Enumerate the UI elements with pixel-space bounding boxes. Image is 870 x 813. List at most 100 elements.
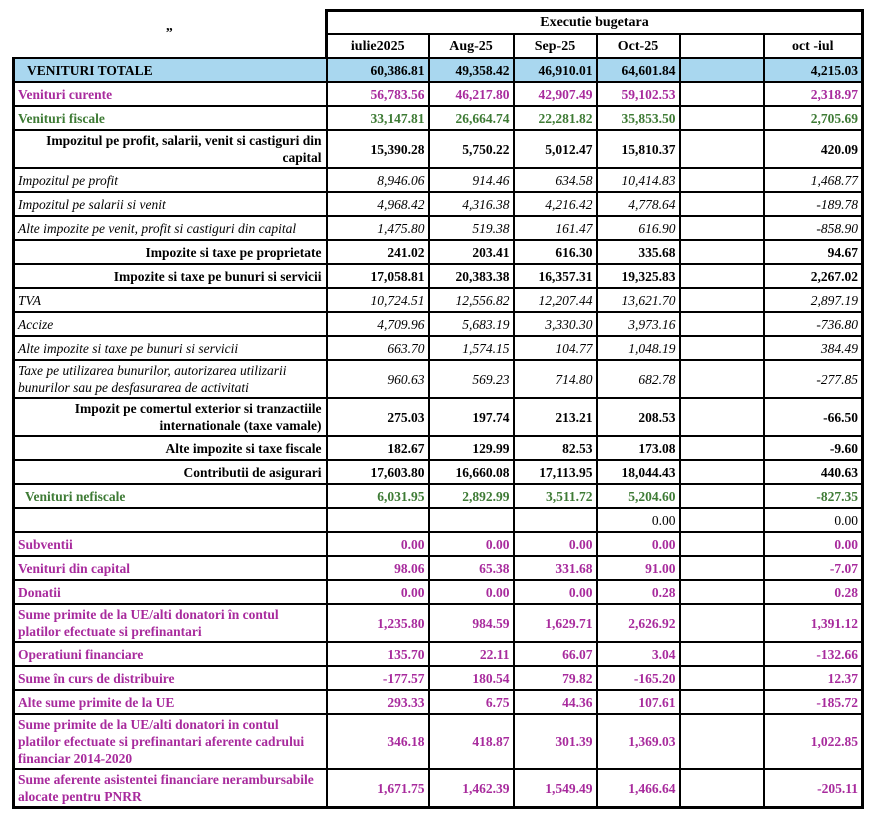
budget-table: ” Executie bugetara iulie2025 Aug-25 Sep-2… [12,9,864,809]
table-row: Contributii de asigurari 17,603.80 16,660.… [12,459,864,485]
cell-value: 1,671.75 [325,768,430,809]
cell-value [678,435,765,461]
cell-value: 213.21 [512,397,598,437]
cell-value: 4,216.42 [512,191,598,217]
row-label: Venituri curente [12,81,328,107]
cell-value: 5,750.22 [427,129,515,169]
cell-value: 5,012.47 [512,129,598,169]
row-label: Operatiuni financiare [12,641,328,667]
table-row: Impozit pe comertul exterior si tranzact… [12,397,864,437]
cell-value: 6,031.95 [325,483,430,509]
table-row: Alte sume primite de la UE 293.33 6.75 44.3… [12,689,864,715]
cell-value: 293.33 [325,689,430,715]
cell-value: 135.70 [325,641,430,667]
cell-value: 5,683.19 [427,311,515,337]
cell-value: 1,574.15 [427,335,515,361]
table-row: Impozitul pe profit 8,946.06 914.46 634.58 1… [12,167,864,193]
cell-value: 0.00 [762,531,864,557]
cell-value: 79.82 [512,665,598,691]
cell-value: 8,946.06 [325,167,430,193]
cell-value: 984.59 [427,603,515,643]
cell-value: 335.68 [595,239,681,265]
cell-value: 0.00 [427,579,515,605]
row-label: Venituri fiscale [12,105,328,131]
cell-value [678,167,765,193]
row-label: Impozit pe comertul exterior si tranzact… [12,397,328,437]
table-row: VENITURI TOTALE 60,386.81 49,358.42 46,910.… [12,57,864,83]
row-label: Impozitul pe profit, salarii, venit si c… [12,129,328,169]
table-row: Taxe pe utilizarea bunurilor, autorizare… [12,359,864,399]
cell-value: 10,724.51 [325,287,430,313]
group-header-row: ” Executie bugetara [13,9,864,58]
cell-value: 1,369.03 [595,713,681,770]
cell-value: 64,601.84 [595,57,681,83]
cell-value: 56,783.56 [325,81,430,107]
cell-value [678,105,765,131]
cell-value: 91.00 [595,555,681,581]
cell-value: 960.63 [325,359,430,399]
cell-value: 1,475.80 [325,215,430,241]
cell-value [678,239,765,265]
cell-value: 129.99 [427,435,515,461]
cell-value: 4,316.38 [427,191,515,217]
row-label: Subventii [12,531,328,557]
cell-value: 20,383.38 [427,263,515,289]
table-group-header: Executie bugetara [325,9,864,35]
cell-value [678,555,765,581]
cell-value [512,507,598,533]
cell-value [678,263,765,289]
cell-value: 3,511.72 [512,483,598,509]
cell-value: 49,358.42 [427,57,515,83]
cell-value [678,129,765,169]
cell-value [678,641,765,667]
cell-value: 15,390.28 [325,129,430,169]
row-label: Sume aferente asistentei financiare nera… [12,768,328,809]
cell-value: 12,207.44 [512,287,598,313]
cell-value: 42,907.49 [512,81,598,107]
cell-value: 17,113.95 [512,459,598,485]
cell-value: 17,603.80 [325,459,430,485]
cell-value: 33,147.81 [325,105,430,131]
cell-value: 420.09 [762,129,864,169]
cell-value: -165.20 [595,665,681,691]
table-row: Sume primite de la UE/alti donatori in c… [12,713,864,770]
cell-value: 1,629.71 [512,603,598,643]
cell-value: 0.00 [595,507,681,533]
cell-value: 634.58 [512,167,598,193]
cell-value: 197.74 [427,397,515,437]
cell-value: 161.47 [512,215,598,241]
column-header [678,33,765,59]
cell-value: 1,466.64 [595,768,681,809]
cell-value: 384.49 [762,335,864,361]
cell-value: 275.03 [325,397,430,437]
cell-value [678,311,765,337]
column-header: Sep-25 [512,33,598,59]
row-label: Impozitul pe salarii si venit [12,191,328,217]
cell-value [678,768,765,809]
cell-value: 346.18 [325,713,430,770]
cell-value: 440.63 [762,459,864,485]
cell-value [678,483,765,509]
cell-value: 19,325.83 [595,263,681,289]
cell-value: 331.68 [512,555,598,581]
row-label: Taxe pe utilizarea bunurilor, autorizare… [12,359,328,399]
cell-value: 16,660.08 [427,459,515,485]
cell-value [678,335,765,361]
row-label: Alte impozite si taxe pe bunuri si servi… [12,335,328,361]
row-label: Alte impozite si taxe fiscale [12,435,328,461]
table-row: Venituri curente 56,783.56 46,217.80 42,907… [12,81,864,107]
cell-value: 12,556.82 [427,287,515,313]
row-label: Sume în curs de distribuire [12,665,328,691]
row-label: TVA [12,287,328,313]
cell-value [678,359,765,399]
table-row: Impozitul pe salarii si venit 4,968.42 4,3… [12,191,864,217]
table-row: Venituri fiscale 33,147.81 26,664.74 22,281… [12,105,864,131]
table-row: Alte impozite si taxe fiscale 182.67 129.9… [12,435,864,461]
table-row: Sume aferente asistentei financiare nera… [12,768,864,809]
cell-value: 663.70 [325,335,430,361]
cell-value: 0.28 [595,579,681,605]
cell-value: 46,217.80 [427,81,515,107]
table-row: Alte impozite si taxe pe bunuri si servi… [12,335,864,361]
cell-value: 1,048.19 [595,335,681,361]
